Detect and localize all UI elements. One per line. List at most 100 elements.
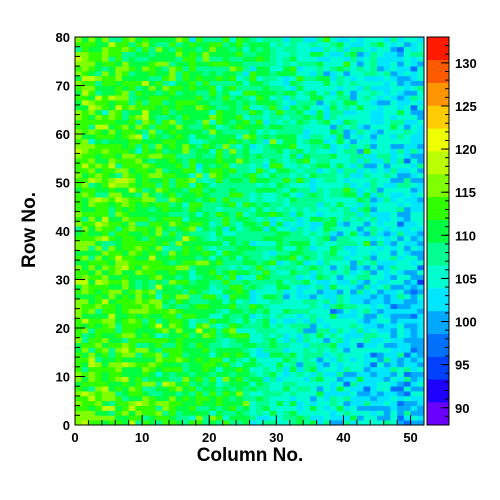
heatmap-cell — [316, 148, 324, 154]
heatmap-cell — [262, 357, 271, 363]
heatmap-cell — [162, 75, 170, 82]
heatmap-cell — [182, 308, 190, 314]
heatmap-cell — [189, 328, 197, 334]
heatmap-cell — [296, 143, 304, 149]
heatmap-cell — [356, 328, 364, 334]
heatmap-cell — [148, 201, 156, 208]
heatmap-cell — [390, 231, 398, 237]
heatmap-cell — [202, 90, 210, 96]
heatmap-cell — [303, 337, 311, 343]
heatmap-cell — [162, 61, 170, 67]
heatmap-cell — [209, 347, 217, 353]
heatmap-cell — [262, 400, 271, 406]
heatmap-cell — [222, 119, 230, 125]
heatmap-cell — [242, 342, 250, 348]
heatmap-cell — [330, 391, 338, 397]
heatmap-cell — [283, 172, 291, 179]
heatmap-cell — [350, 240, 358, 246]
heatmap-cell — [256, 138, 264, 145]
heatmap-cell — [162, 386, 170, 392]
heatmap-cell — [108, 226, 116, 232]
heatmap-cell — [189, 347, 197, 353]
heatmap-cell — [155, 323, 163, 329]
heatmap-cell — [155, 41, 163, 48]
heatmap-cell — [377, 347, 385, 353]
heatmap-cell — [175, 235, 183, 242]
y-tick-label: 80 — [56, 30, 70, 45]
heatmap-cell — [202, 134, 210, 140]
heatmap-cell — [128, 342, 136, 348]
heatmap-cell — [148, 395, 156, 402]
heatmap-cell — [356, 381, 364, 387]
heatmap-cell — [343, 371, 351, 377]
heatmap-cell — [128, 46, 136, 52]
heatmap-cell — [115, 308, 123, 314]
heatmap-cell — [142, 226, 150, 232]
heatmap-cell — [323, 221, 331, 227]
heatmap-cell — [202, 124, 210, 130]
heatmap-cell — [202, 318, 210, 324]
heatmap-cell — [417, 352, 425, 358]
heatmap-cell — [168, 216, 177, 222]
heatmap-cell — [276, 226, 284, 232]
heatmap-cell — [215, 274, 224, 280]
heatmap-cell — [363, 415, 371, 421]
heatmap-cell — [410, 279, 418, 285]
heatmap-cell — [390, 172, 398, 179]
heatmap-cell — [236, 134, 244, 140]
heatmap-cell — [108, 231, 116, 237]
heatmap-cell — [410, 129, 418, 135]
heatmap-cell — [383, 172, 391, 179]
heatmap-cell — [350, 366, 358, 373]
heatmap-cell — [222, 269, 230, 276]
heatmap-cell — [249, 187, 257, 193]
heatmap-cell — [108, 289, 116, 295]
heatmap-cell — [88, 361, 96, 368]
heatmap-cell — [142, 245, 150, 251]
heatmap-cell — [236, 163, 244, 169]
heatmap-cell — [168, 269, 177, 276]
heatmap-cell — [323, 192, 331, 198]
heatmap-cell — [296, 226, 304, 232]
heatmap-cell — [336, 138, 344, 145]
heatmap-cell — [209, 158, 217, 164]
heatmap-cell — [75, 308, 83, 314]
heatmap-cell — [115, 279, 123, 285]
heatmap-cell — [383, 80, 391, 86]
heatmap-cell — [363, 410, 371, 416]
heatmap-cell — [242, 51, 250, 57]
heatmap-cell — [269, 371, 277, 377]
heatmap-cell — [256, 201, 264, 208]
heatmap-cell — [397, 357, 405, 363]
heatmap-cell — [209, 177, 217, 183]
heatmap-cell — [370, 216, 378, 222]
heatmap-cell — [403, 182, 411, 188]
heatmap-cell — [162, 269, 170, 276]
heatmap-cell — [202, 294, 210, 300]
heatmap-cell — [289, 337, 297, 343]
heatmap-cell — [155, 109, 163, 115]
heatmap-cell — [222, 395, 230, 402]
heatmap-cell — [162, 109, 170, 115]
heatmap-cell — [370, 167, 378, 174]
heatmap-cell — [403, 119, 411, 125]
heatmap-cell — [168, 347, 177, 353]
heatmap-cell — [148, 46, 156, 52]
heatmap-cell — [276, 129, 284, 135]
heatmap-cell — [162, 211, 170, 217]
heatmap-cell — [377, 289, 385, 295]
heatmap-cell — [108, 318, 116, 324]
heatmap-cell — [75, 177, 83, 183]
heatmap-cell — [276, 410, 284, 416]
heatmap-cell — [162, 415, 170, 421]
heatmap-cell — [148, 85, 156, 91]
heatmap-cell — [296, 323, 304, 329]
heatmap-cell — [269, 410, 277, 416]
heatmap-cell — [236, 395, 244, 402]
heatmap-cell — [283, 352, 291, 358]
heatmap-cell — [410, 187, 418, 193]
heatmap-cell — [309, 167, 318, 174]
heatmap-cell — [289, 119, 297, 125]
heatmap-cell — [269, 172, 277, 179]
heatmap-cell — [356, 294, 364, 300]
